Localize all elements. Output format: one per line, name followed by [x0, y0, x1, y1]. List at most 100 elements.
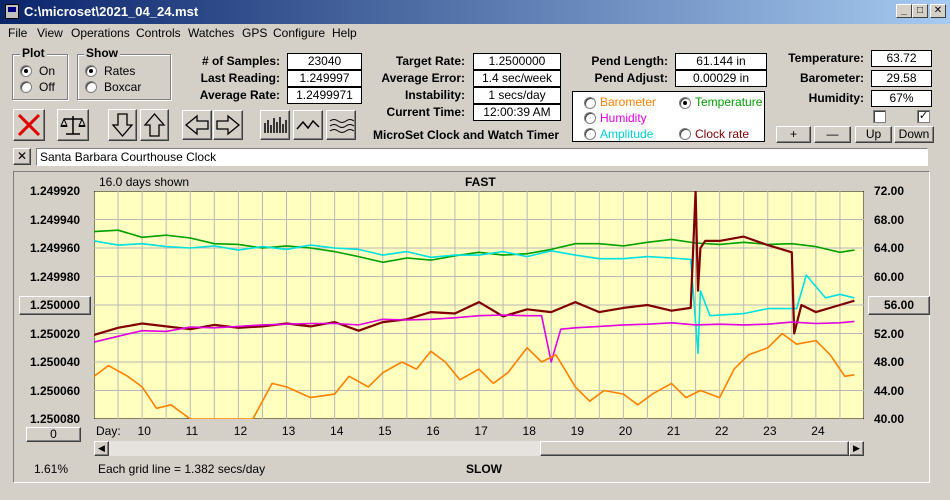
- left-axis-tick-label: 1.250020: [30, 326, 81, 341]
- average-rate-label: Average Rate:: [199, 88, 280, 102]
- percent-text: 1.61%: [34, 462, 69, 476]
- x-axis-tick-label: 24: [811, 424, 825, 438]
- x-axis-tick-label: 23: [763, 424, 777, 438]
- arrow-left-icon: [184, 114, 209, 136]
- x-axis-tick-label: 10: [137, 424, 151, 438]
- grid-note-text: Each grid line = 1.382 secs/day: [98, 462, 266, 476]
- series-clockrate-radio[interactable]: [679, 128, 691, 140]
- series-barometer-label: Barometer: [600, 95, 657, 109]
- series-humidity-label: Humidity: [600, 111, 647, 125]
- clear-name-button[interactable]: ✕: [13, 148, 31, 165]
- series-rate-line: [94, 191, 855, 336]
- x-axis-tick-label: 19: [570, 424, 585, 438]
- menu-file[interactable]: File: [8, 26, 28, 40]
- red-x-icon: [17, 113, 41, 137]
- close-icon: ✕: [16, 149, 28, 163]
- scroll-right-button[interactable]: [213, 110, 243, 140]
- samples-value: 23040: [287, 53, 362, 70]
- barometer-label: Barometer:: [799, 71, 864, 85]
- line-view-button[interactable]: [293, 110, 323, 140]
- bars-view-button[interactable]: [260, 110, 290, 140]
- option-checkbox-2[interactable]: ✓: [917, 110, 930, 123]
- menu-watches[interactable]: Watches: [188, 26, 235, 40]
- right-axis-tick-label: 40.00: [874, 412, 905, 426]
- clock-name-input[interactable]: Santa Barbara Courthouse Clock: [36, 148, 928, 166]
- clear-button[interactable]: [13, 109, 45, 141]
- pend-adjust-value: 0.00029 in: [675, 70, 767, 87]
- zoom-in-button[interactable]: +: [776, 126, 811, 143]
- down-button[interactable]: Down: [894, 126, 934, 143]
- series-select-box: Barometer Temperature Humidity Amplitude…: [572, 91, 765, 142]
- left-axis-tick-label: 1.249960: [30, 241, 81, 255]
- menu-help[interactable]: Help: [332, 26, 357, 40]
- up-button[interactable]: Up: [855, 126, 892, 143]
- left-axis-tick-label: 1.249920: [30, 184, 81, 198]
- show-rates-radio[interactable]: [85, 65, 97, 77]
- scroll-right-arrow[interactable]: ▶: [849, 441, 864, 456]
- chart-panel: [13, 171, 930, 483]
- chart-scrollbar[interactable]: ◀ ▶: [94, 441, 864, 456]
- target-rate-label: Target Rate:: [395, 54, 465, 68]
- right-center-button[interactable]: 56.00: [868, 296, 930, 315]
- humidity-value: 67%: [871, 90, 932, 107]
- menu-controls[interactable]: Controls: [136, 26, 181, 40]
- x-axis-tick-label: 22: [715, 424, 729, 438]
- x-axis-tick-label: 16: [426, 424, 440, 438]
- menu-view[interactable]: View: [37, 26, 63, 40]
- shift-up-button[interactable]: [140, 109, 169, 141]
- smooth-view-button[interactable]: [326, 110, 356, 140]
- right-axis-tick-label: 72.00: [874, 184, 905, 198]
- plot-on-label: On: [39, 64, 56, 78]
- series-temperature-radio[interactable]: [679, 97, 691, 109]
- menu-gps[interactable]: GPS: [242, 26, 268, 40]
- left-axis-tick-label: 1.250060: [30, 383, 81, 398]
- show-group-title: Show: [84, 46, 120, 60]
- right-axis-tick-label: 64.00: [874, 241, 905, 255]
- zoom-out-button[interactable]: —: [814, 126, 851, 143]
- app-icon[interactable]: [5, 4, 19, 19]
- series-amplitude-line: [94, 240, 855, 355]
- option-checkbox-1[interactable]: [873, 110, 886, 123]
- menu-operations[interactable]: Operations: [71, 26, 130, 40]
- show-boxcar-label: Boxcar: [104, 80, 142, 94]
- right-axis-tick-label: 68.00: [874, 212, 905, 227]
- current-time-label: Current Time:: [386, 105, 465, 119]
- series-amplitude-radio[interactable]: [584, 128, 596, 140]
- left-axis-tick-label: 1.249980: [30, 269, 81, 284]
- x-axis-tick-label: 12: [233, 424, 248, 438]
- show-rates-label: Rates: [104, 64, 136, 78]
- series-humidity-line: [94, 314, 855, 363]
- balance-scale-icon: [60, 116, 86, 135]
- right-axis-tick-label: 60.00: [874, 269, 905, 284]
- scrollbar-thumb[interactable]: [540, 441, 849, 456]
- target-rate-value: 1.2500000: [473, 53, 561, 70]
- series-barometer-radio[interactable]: [584, 97, 596, 109]
- shift-down-button[interactable]: [108, 109, 137, 141]
- title-bar: C:\microset\2021_04_24.mst _ □ ✕: [0, 0, 950, 24]
- humidity-label: Humidity:: [808, 91, 864, 105]
- series-humidity-radio[interactable]: [584, 112, 596, 124]
- day-axis-label: Day:: [96, 424, 121, 438]
- plot-on-radio[interactable]: [20, 65, 32, 77]
- scroll-left-arrow[interactable]: ◀: [94, 441, 109, 456]
- plot-off-radio[interactable]: [20, 81, 32, 93]
- last-reading-value: 1.249997: [287, 70, 362, 87]
- show-boxcar-radio[interactable]: [85, 81, 97, 93]
- samples-label: # of Samples:: [201, 54, 280, 68]
- app-title: MicroSet Clock and Watch Timer: [373, 128, 560, 142]
- maximize-button[interactable]: □: [912, 4, 928, 18]
- window-title: C:\microset\2021_04_24.mst: [24, 4, 199, 19]
- menu-configure[interactable]: Configure: [273, 26, 326, 40]
- zero-button[interactable]: 0: [26, 427, 81, 442]
- scroll-left-button[interactable]: [182, 110, 212, 140]
- series-clockrate-label: Clock rate: [695, 127, 750, 141]
- average-error-value: 1.4 sec/week: [473, 70, 561, 87]
- left-center-button[interactable]: 1.250000: [19, 296, 91, 315]
- instability-label: Instability:: [404, 88, 465, 102]
- close-window-button[interactable]: ✕: [930, 4, 946, 18]
- last-reading-label: Last Reading:: [200, 71, 280, 85]
- series-temperature-label: Temperature: [695, 95, 763, 109]
- minimize-button[interactable]: _: [896, 4, 912, 18]
- x-axis-tick-label: 11: [185, 424, 199, 438]
- balance-button[interactable]: [57, 109, 89, 141]
